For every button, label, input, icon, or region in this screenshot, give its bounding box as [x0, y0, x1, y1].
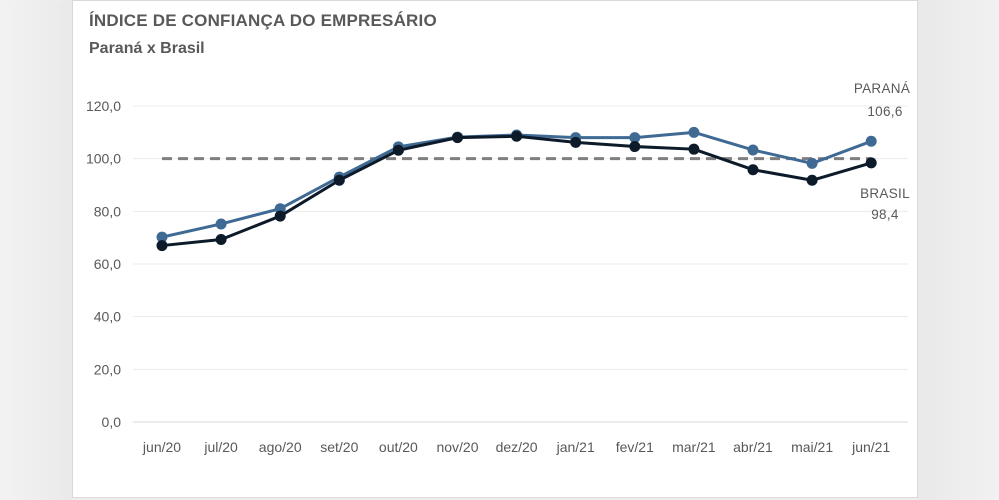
- chart-subtitle: Paraná x Brasil: [89, 40, 205, 57]
- series: [156, 126, 877, 252]
- y-tick-label: 80,0: [94, 203, 121, 219]
- data-point-brasil: [688, 143, 700, 155]
- x-tick-label: ago/20: [259, 439, 302, 455]
- x-tick-label: set/20: [320, 439, 358, 455]
- x-tick-label: fev/21: [616, 439, 654, 455]
- x-tick-label: jul/20: [203, 439, 238, 455]
- data-point-brasil: [392, 144, 404, 156]
- x-axis: jun/20 jul/20 ago/20 set/20 out/20 nov/20 dez/…: [133, 421, 908, 455]
- x-tick-label: dez/20: [496, 439, 538, 455]
- x-tick-label: mai/21: [791, 439, 833, 455]
- data-point-parana: [806, 157, 818, 169]
- x-tick-label: out/20: [379, 439, 418, 455]
- data-point-brasil: [333, 174, 345, 186]
- chart-card: ÍNDICE DE CONFIANÇA DO EMPRESÁRIO Paraná…: [72, 0, 918, 498]
- data-point-parana: [156, 231, 168, 243]
- data-point-parana: [865, 135, 877, 147]
- data-point-brasil: [452, 132, 463, 144]
- x-tick-label: mar/21: [672, 439, 716, 455]
- data-point-brasil: [156, 240, 168, 252]
- y-tick-label: 20,0: [94, 361, 121, 377]
- data-point-brasil: [747, 164, 759, 176]
- series-parana: [156, 126, 877, 243]
- x-tick-label: jan/21: [556, 439, 595, 455]
- x-tick-label: jun/20: [142, 439, 181, 455]
- data-point-parana: [747, 144, 759, 156]
- y-tick-label: 40,0: [94, 309, 121, 325]
- line-chart: 0,0 20,0 40,0 60,0 80,0 100,0 120,0 jun/20 jul/…: [86, 81, 910, 455]
- gridlines: [133, 105, 908, 423]
- brasil-end-name: BRASIL: [860, 186, 910, 201]
- data-point-brasil: [274, 210, 286, 222]
- data-point-brasil: [215, 234, 227, 246]
- y-tick-label: 120,0: [86, 98, 121, 114]
- background-left: [0, 0, 72, 500]
- y-axis: 0,0 20,0 40,0 60,0 80,0 100,0 120,0: [86, 98, 121, 430]
- parana-end-name: PARANÁ: [854, 81, 910, 96]
- parana-end-value: 106,6: [867, 104, 902, 119]
- series-brasil: [156, 130, 877, 252]
- end-labels: PARANÁ 106,6 BRASIL 98,4: [854, 81, 910, 222]
- x-tick-label: abr/21: [733, 439, 773, 455]
- data-point-brasil: [629, 141, 641, 153]
- x-tick-label: jun/21: [851, 439, 890, 455]
- y-tick-label: 100,0: [86, 151, 121, 167]
- data-point-brasil: [570, 136, 582, 148]
- y-tick-label: 0,0: [102, 414, 122, 430]
- data-point-brasil: [511, 130, 523, 142]
- data-point-parana: [215, 218, 227, 230]
- data-point-parana: [629, 132, 641, 144]
- brasil-end-value: 98,4: [871, 207, 899, 222]
- background-right: [918, 0, 999, 500]
- data-point-brasil: [865, 157, 877, 169]
- chart-title: ÍNDICE DE CONFIANÇA DO EMPRESÁRIO: [89, 11, 437, 30]
- x-tick-label: nov/20: [436, 439, 478, 455]
- y-tick-label: 60,0: [94, 256, 121, 272]
- data-point-brasil: [806, 174, 818, 186]
- data-point-parana: [688, 126, 700, 138]
